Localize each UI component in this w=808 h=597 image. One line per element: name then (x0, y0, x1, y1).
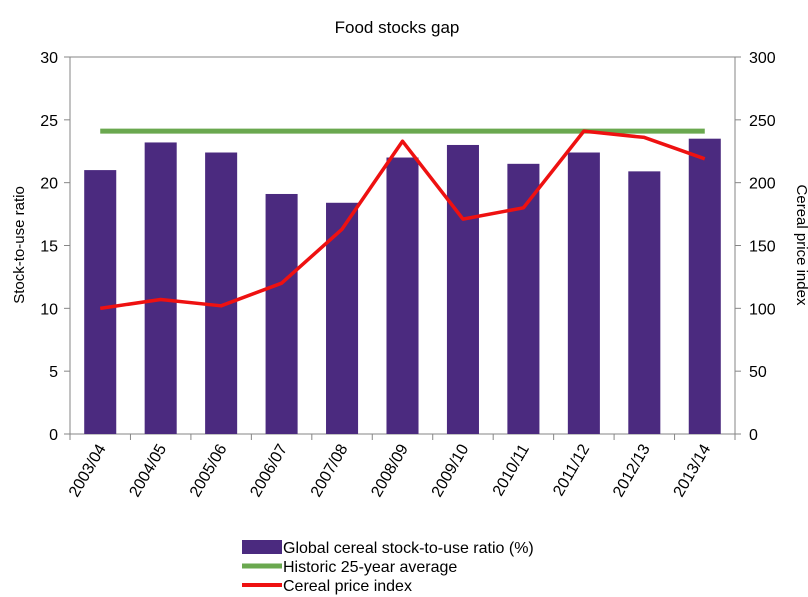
bar (265, 193, 298, 434)
x-tick-label: 2013/14 (671, 441, 715, 500)
legend-label-average: Historic 25-year average (283, 559, 457, 576)
bar (144, 142, 177, 434)
x-tick-label: 2012/13 (610, 441, 654, 500)
bar (386, 157, 419, 435)
y-left-tick-label: 20 (40, 176, 58, 193)
chart-title: Food stocks gap (335, 18, 460, 37)
x-tick-label: 2009/10 (429, 441, 473, 500)
y-right-tick-label: 0 (749, 427, 758, 444)
y-right-tick-label: 200 (749, 176, 776, 193)
series-line-price (99, 129, 706, 311)
y-left-tick-label: 0 (49, 427, 58, 444)
y-left-tick-label: 15 (40, 239, 58, 256)
bar (205, 152, 238, 435)
x-tick-label: 2006/07 (247, 441, 291, 500)
bar (688, 138, 721, 434)
legend: Global cereal stock-to-use ratio (%) His… (242, 540, 534, 595)
x-tick-label: 2003/04 (66, 441, 110, 500)
x-tick-label: 2011/12 (550, 441, 593, 499)
bar (507, 163, 540, 435)
bar (446, 144, 479, 434)
legend-label-stock-ratio: Global cereal stock-to-use ratio (%) (283, 540, 534, 557)
x-tick-label: 2010/11 (490, 441, 533, 499)
y-axis-left-title: Stock-to-use ratio (11, 186, 28, 304)
y-right-tick-label: 300 (749, 50, 776, 67)
y-left-tick-label: 5 (49, 364, 58, 381)
bar (567, 152, 600, 435)
bar (628, 171, 661, 434)
x-tick-label: 2007/08 (308, 441, 352, 500)
y-right-tick-label: 250 (749, 113, 776, 130)
bar (84, 170, 117, 434)
y-right-tick-label: 50 (749, 364, 767, 381)
legend-label-price: Cereal price index (283, 578, 412, 595)
y-left-tick-label: 25 (40, 113, 58, 130)
x-tick-label: 2004/05 (127, 441, 171, 500)
x-tick-label: 2005/06 (187, 441, 231, 500)
legend-swatch-bar (242, 540, 282, 554)
x-tick-label: 2008/09 (368, 441, 412, 500)
y-left-tick-label: 10 (40, 301, 58, 318)
y-right-tick-label: 100 (749, 301, 776, 318)
y-axis-right-title: Cereal price index (793, 185, 808, 306)
bar (326, 202, 359, 434)
y-right-tick-label: 150 (749, 239, 776, 256)
y-left-tick-label: 30 (40, 50, 58, 67)
